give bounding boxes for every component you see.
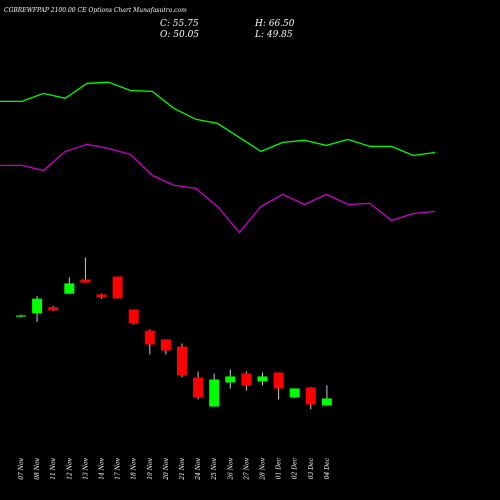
candle-body <box>160 339 171 351</box>
x-tick-label: 21 Nov <box>179 457 186 480</box>
x-tick-label: 25 Nov <box>211 457 218 480</box>
x-tick-label: 04 Dec <box>324 457 331 479</box>
chart-title: CGBREWFPAP 2100.00 CE Options Chart Muna… <box>4 7 187 14</box>
candle-body <box>128 309 139 324</box>
candle-body <box>96 294 107 298</box>
x-tick-label: 24 Nov <box>195 457 202 480</box>
x-tick-label: 08 Nov <box>34 457 41 479</box>
x-tick-label: 19 Nov <box>147 457 154 479</box>
candle-body <box>289 388 300 398</box>
x-tick-label: 18 Nov <box>131 457 138 479</box>
candle-body <box>321 398 332 406</box>
x-tick-label: 02 Dec <box>292 457 299 479</box>
x-tick-label: 27 Nov <box>243 457 250 480</box>
x-tick-label: 13 Nov <box>82 457 89 479</box>
indicator-line <box>0 143 436 234</box>
x-tick-label: 12 Nov <box>66 457 73 479</box>
x-tick-label: 28 Nov <box>260 457 267 480</box>
candle-body <box>48 307 59 311</box>
x-tick-label: 03 Dec <box>308 457 315 479</box>
candle-body <box>257 376 268 382</box>
ohlc-label: L: 49.85 <box>254 30 293 40</box>
ohlc-label: H: 66.50 <box>254 19 295 29</box>
x-tick-label: 11 Nov <box>50 457 57 479</box>
candle-body <box>193 377 204 398</box>
x-tick-label: 26 Nov <box>227 457 234 480</box>
candle-body <box>64 283 75 294</box>
x-tick-label: 17 Nov <box>115 457 122 479</box>
x-tick-label: 01 Dec <box>276 457 283 479</box>
x-tick-label: 07 Nov <box>18 457 25 479</box>
candle-body <box>32 298 43 314</box>
candle-body <box>112 276 123 299</box>
candle-body <box>225 376 236 383</box>
ohlc-label: O: 50.05 <box>160 30 199 40</box>
candle-body <box>241 373 252 386</box>
indicator-line <box>0 81 436 157</box>
x-tick-label: 14 Nov <box>99 457 106 479</box>
x-tick-label: 20 Nov <box>163 457 170 480</box>
candle-body <box>273 372 284 389</box>
candle-body <box>16 315 26 317</box>
candle-body <box>209 379 220 407</box>
candle-body <box>177 346 187 376</box>
candle-body <box>80 279 91 283</box>
candle-body <box>144 330 155 345</box>
ohlc-label: C: 55.75 <box>160 19 199 29</box>
candle-body <box>305 387 316 405</box>
